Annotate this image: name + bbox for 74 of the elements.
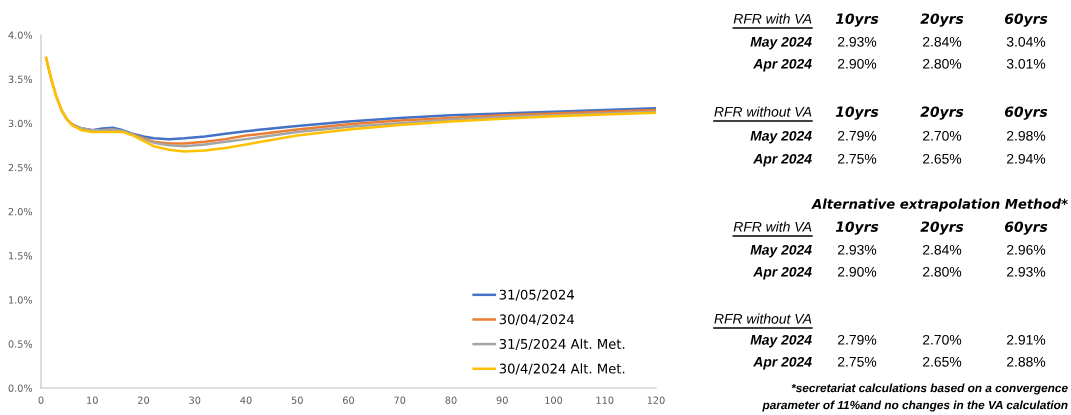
x-tick-label: 110 [596, 396, 614, 404]
text: Alternative extrapolation Method* [811, 198, 1068, 212]
text: Apr 2024 [753, 58, 812, 72]
text: May 2024 [750, 244, 812, 258]
legend-label: 30/04/2024 [499, 314, 575, 326]
text: 10yrs [835, 221, 879, 235]
y-tick-label: 1.5% [9, 252, 33, 260]
y-tick-label: 2.0% [8, 207, 33, 216]
x-tick-label: 100 [545, 396, 563, 404]
text: 3.04% [1006, 36, 1046, 47]
text: 2.79% [838, 334, 877, 345]
x-tick-label: 10 [87, 396, 98, 404]
text: 2.93% [838, 36, 877, 47]
text: May 2024 [750, 334, 812, 348]
text: Apr 2024 [753, 153, 812, 167]
y-tick-label: 0.5% [8, 340, 33, 348]
text: 2.91% [1007, 334, 1046, 345]
y-tick-label: 2.5% [8, 163, 33, 172]
x-tick-label: 70 [394, 396, 406, 404]
x-tick-label: 40 [240, 396, 252, 404]
text: 2.93% [1007, 266, 1046, 277]
y-tick-label: 4.0% [8, 31, 33, 39]
text: RFR without VA [714, 313, 812, 324]
y-tick-label: 3.5% [8, 75, 33, 83]
text: 2.70% [923, 130, 962, 141]
text: 2.90% [838, 58, 877, 69]
y-tick-label: 3.0% [8, 119, 33, 128]
text: 2.84% [923, 36, 962, 47]
text: 2.80% [923, 266, 962, 277]
text: 2.96% [1007, 244, 1046, 255]
text: 20yrs [920, 13, 964, 27]
text: 20yrs [920, 106, 964, 120]
legend-label: 30/4/2024 Alt. Met. [499, 363, 625, 375]
text: RFR with VA [733, 221, 812, 232]
text: 2.65% [923, 356, 962, 367]
text: May 2024 [750, 130, 812, 144]
text: 10yrs [835, 13, 879, 27]
text: May 2024 [750, 36, 812, 50]
text: Apr 2024 [753, 266, 812, 280]
x-tick-label: 0 [38, 396, 44, 404]
text: 2.70% [923, 334, 962, 345]
text: 60yrs [1004, 13, 1048, 27]
text: 3.01% [1006, 58, 1046, 69]
x-tick-label: 60 [342, 396, 355, 404]
text: 2.90% [838, 266, 877, 277]
text: 2.98% [1007, 130, 1046, 141]
text: 2.79% [838, 130, 877, 141]
y-tick-label: 1.0% [9, 296, 33, 304]
x-tick-label: 30 [189, 396, 201, 404]
text: 2.75% [838, 356, 877, 367]
text: Apr 2024 [753, 356, 812, 370]
legend-label: 31/05/2024 [499, 289, 575, 301]
text: parameter of 11%and no changes in the VA calculation [762, 400, 1068, 412]
text: 2.65% [923, 153, 962, 164]
x-tick-label: 120 [647, 396, 665, 404]
text: 60yrs [1004, 221, 1048, 235]
x-tick-label: 80 [445, 396, 457, 404]
x-tick-label: 90 [496, 396, 508, 404]
text: 2.84% [923, 244, 962, 255]
text: 2.93% [838, 244, 877, 255]
text: 2.75% [838, 153, 877, 164]
y-tick-label: 0.0% [8, 384, 33, 392]
legend-label: 31/5/2024 Alt. Met. [499, 338, 625, 350]
text: RFR without VA [714, 106, 812, 117]
text: 2.80% [923, 58, 962, 69]
x-tick-label: 50 [291, 396, 303, 404]
text: 2.88% [1007, 356, 1046, 367]
text: 2.94% [1007, 153, 1046, 164]
x-tick-label: 20 [138, 396, 150, 404]
text: 60yrs [1004, 106, 1048, 120]
text: 20yrs [920, 221, 964, 235]
text: RFR with VA [733, 13, 812, 24]
text: *secretariat calculations based on a convergence [791, 383, 1068, 395]
text: 10yrs [835, 106, 879, 120]
